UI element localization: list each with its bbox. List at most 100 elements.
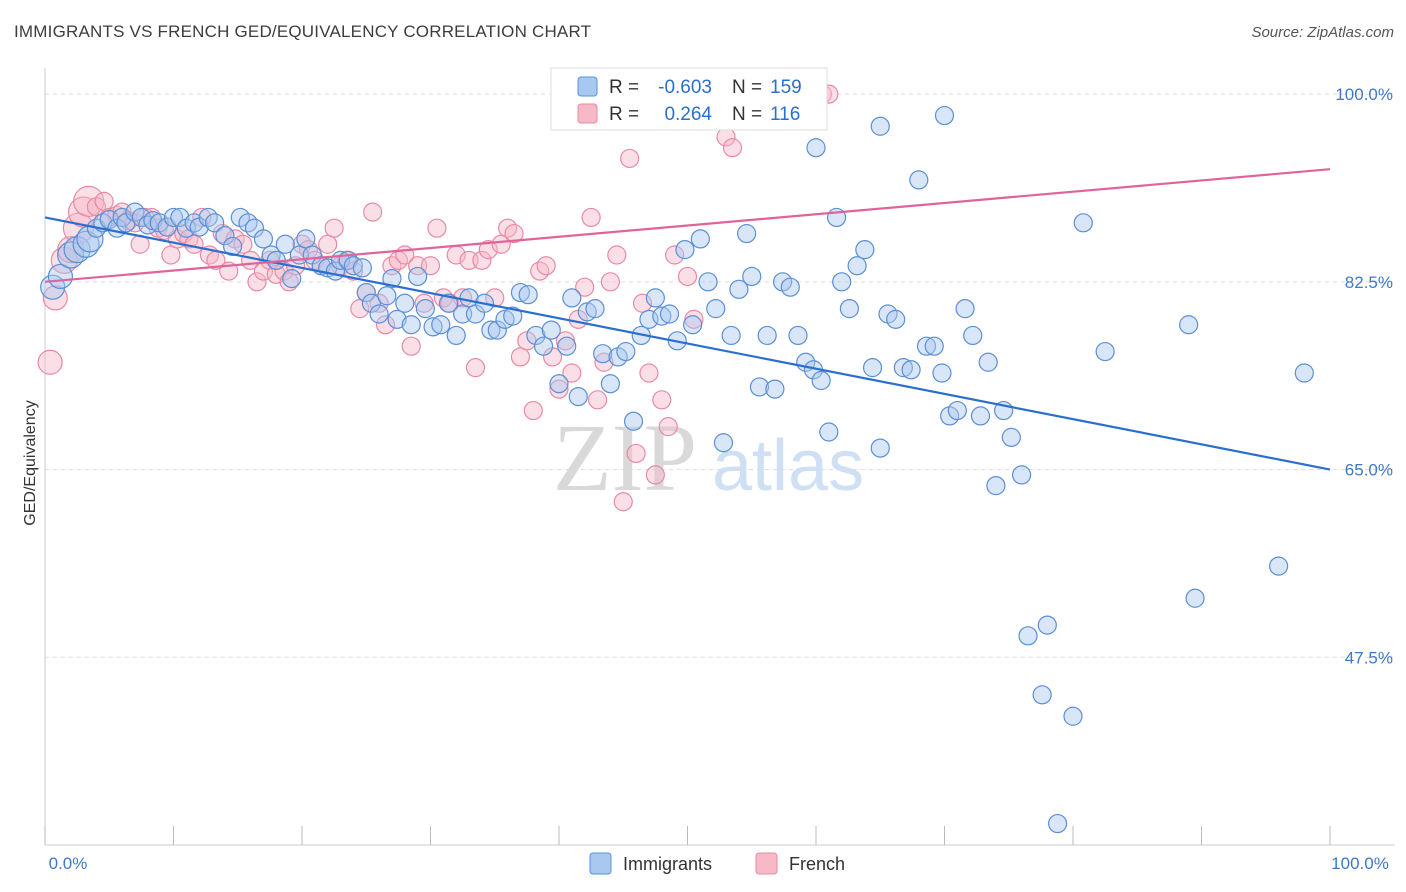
immigrants-point-145 bbox=[870, 116, 890, 136]
immigrants-point-96 bbox=[729, 279, 749, 299]
french-point-77 bbox=[536, 256, 556, 276]
french-point-19 bbox=[161, 245, 181, 265]
immigrants-point-98 bbox=[742, 266, 762, 287]
y-tick-label-0: 100.0% bbox=[1335, 85, 1393, 104]
immigrants-point-93 bbox=[706, 299, 726, 319]
french-point-59 bbox=[420, 256, 441, 276]
french-point-106 bbox=[722, 138, 743, 158]
immigrants-point-136 bbox=[1037, 615, 1057, 635]
french-point-97 bbox=[665, 245, 685, 265]
immigrants-point-73 bbox=[557, 336, 577, 356]
immigrants-point-77 bbox=[585, 299, 605, 319]
french-point-76 bbox=[530, 261, 550, 281]
french-point-43 bbox=[318, 234, 338, 254]
immigrants-point-134 bbox=[1018, 626, 1038, 646]
immigrants-point-63 bbox=[481, 320, 501, 340]
y-tick-labels: 100.0% 82.5% 65.0% 47.5% bbox=[1335, 85, 1393, 667]
y-tick-label-1: 82.5% bbox=[1345, 273, 1393, 292]
french-point-91 bbox=[626, 443, 646, 464]
immigrants-point-139 bbox=[1073, 213, 1093, 233]
bottom-legend-swatch-immigrants bbox=[589, 852, 612, 875]
immigrants-point-91 bbox=[690, 229, 710, 249]
legend-n-value-immigrants: 159 bbox=[770, 77, 802, 98]
immigrants-point-44 bbox=[352, 258, 372, 278]
watermark-atlas: atlas bbox=[712, 426, 864, 506]
immigrants-point-87 bbox=[659, 304, 680, 324]
immigrants-point-76 bbox=[577, 302, 597, 322]
immigrants-point-113 bbox=[855, 240, 875, 260]
immigrants-point-111 bbox=[839, 299, 860, 319]
grid-lines bbox=[45, 93, 1395, 658]
trend-lines bbox=[44, 168, 1331, 471]
legend-r-value-french: 0.264 bbox=[664, 104, 712, 125]
legend-r-value-immigrants: -0.603 bbox=[658, 77, 712, 98]
french-point-75 bbox=[523, 400, 543, 421]
immigrants-point-48 bbox=[377, 286, 397, 306]
french-point-96 bbox=[658, 417, 678, 437]
french-point-1 bbox=[42, 285, 68, 311]
y-tick-label-3: 47.5% bbox=[1345, 648, 1393, 667]
immigrants-point-34 bbox=[282, 269, 302, 289]
immigrants-point-24 bbox=[205, 213, 225, 233]
immigrants-point-129 bbox=[978, 352, 998, 372]
immigrants-point-53 bbox=[408, 266, 428, 287]
immigrants-point-90 bbox=[683, 315, 703, 335]
immigrants-point-128 bbox=[970, 406, 991, 426]
french-point-84 bbox=[581, 207, 601, 228]
immigrants-point-89 bbox=[675, 240, 695, 260]
immigrants-point-47 bbox=[369, 304, 389, 324]
immigrants-point-69 bbox=[526, 325, 546, 346]
immigrants-point-122 bbox=[924, 336, 944, 356]
immigrants-point-30 bbox=[253, 229, 274, 249]
immigrants-point-17 bbox=[157, 217, 177, 237]
legend-n-label-immigrants: N = bbox=[732, 77, 762, 98]
immigrants-point-132 bbox=[1001, 427, 1021, 447]
immigrants-point-52 bbox=[401, 315, 421, 335]
immigrants-point-54 bbox=[415, 299, 435, 319]
immigrants-point-119 bbox=[901, 360, 921, 380]
immigrants-point-140 bbox=[1095, 341, 1115, 362]
immigrants-point-100 bbox=[757, 325, 777, 346]
immigrants-point-135 bbox=[1032, 685, 1052, 705]
french-point-36 bbox=[274, 261, 294, 281]
immigrants-point-4 bbox=[72, 230, 100, 258]
immigrants-point-147 bbox=[934, 105, 955, 126]
french-point-27 bbox=[212, 223, 232, 244]
immigrants-point-75 bbox=[568, 387, 588, 407]
legend-r-label-french: R = bbox=[609, 104, 639, 125]
immigrants-point-99 bbox=[749, 377, 770, 397]
immigrants-point-12 bbox=[125, 202, 145, 222]
x-tick-label-right: 100.0% bbox=[1331, 854, 1389, 873]
french-point-52 bbox=[375, 315, 396, 335]
french-point-44 bbox=[324, 218, 344, 238]
immigrants-point-68 bbox=[518, 285, 538, 305]
french-point-0 bbox=[37, 349, 63, 375]
immigrants-point-56 bbox=[431, 315, 451, 335]
french-point-79 bbox=[549, 379, 569, 399]
bottom-legend-swatch-french bbox=[755, 852, 778, 875]
bottom-legend-french: French bbox=[789, 854, 845, 874]
french-point-23 bbox=[184, 234, 204, 254]
bottom-legend-immigrants: Immigrants bbox=[623, 854, 712, 874]
french-point-71 bbox=[498, 218, 518, 238]
immigrants-point-130 bbox=[986, 476, 1006, 496]
immigrants-point-117 bbox=[886, 309, 906, 329]
immigrants-point-104 bbox=[788, 325, 808, 346]
immigrants-point-86 bbox=[652, 306, 672, 326]
immigrants-point-95 bbox=[721, 325, 741, 346]
legend-n-label-french: N = bbox=[732, 104, 762, 125]
immigrants-point-72 bbox=[549, 374, 569, 394]
immigrants-point-45 bbox=[356, 282, 376, 303]
immigrants-point-64 bbox=[487, 320, 507, 340]
immigrants-point-144 bbox=[1294, 363, 1314, 383]
immigrants-point-81 bbox=[616, 341, 636, 362]
immigrants-point-65 bbox=[495, 309, 515, 329]
immigrants-point-50 bbox=[387, 309, 407, 329]
french-point-60 bbox=[427, 218, 447, 238]
french-point-68 bbox=[478, 240, 498, 260]
french-trend-line bbox=[44, 168, 1331, 283]
x-tick-label-left: 0.0% bbox=[49, 854, 88, 873]
chart-title: IMMIGRANTS VS FRENCH GED/EQUIVALENCY COR… bbox=[14, 22, 592, 41]
immigrants-point-118 bbox=[893, 358, 913, 378]
